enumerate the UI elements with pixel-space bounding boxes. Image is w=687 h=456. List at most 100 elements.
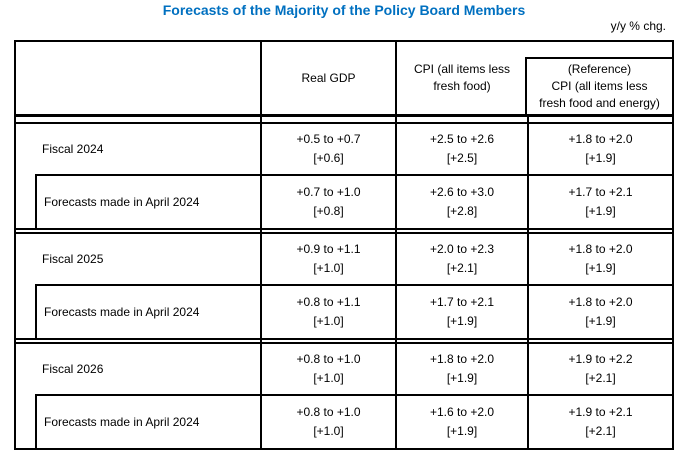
spacer-row (14, 230, 674, 232)
indent-spacer (16, 284, 37, 338)
spacer-cell (260, 117, 395, 122)
spacer-cell (260, 340, 395, 342)
spacer-cell (395, 340, 527, 342)
range-value: +0.8 to +1.0 (296, 405, 361, 419)
median-value: [+1.9] (446, 371, 478, 385)
spacer-cell (16, 340, 260, 342)
range-value: +1.7 to +2.1 (568, 185, 633, 199)
table-row-fiscal-2024: Fiscal 2024 +0.5 to +0.7 [+0.6] +2.5 to … (16, 124, 672, 174)
median-value: [+1.0] (313, 314, 344, 328)
range-value: +0.7 to +1.0 (296, 185, 361, 199)
gdp-forecast-cell: +0.9 to +1.1 [+1.0] (260, 234, 395, 284)
row-label: Fiscal 2026 (42, 362, 104, 376)
range-value: +1.7 to +2.1 (429, 295, 495, 309)
cpi-forecast-cell: +1.6 to +2.0 [+1.9] (395, 394, 527, 448)
spacer-cell (16, 117, 260, 122)
table-row-april-forecast: Forecasts made in April 2024 +0.7 to +1.… (16, 174, 672, 228)
median-value: [+2.8] (446, 204, 478, 218)
spacer-row (14, 340, 674, 342)
median-value: [+2.1] (446, 261, 478, 275)
median-value: [+1.9] (585, 204, 616, 218)
group-fiscal-2026: Fiscal 2026 +0.8 to +1.0 [+1.0] +1.8 to … (14, 342, 674, 450)
range-value: +0.5 to +0.7 (296, 132, 361, 146)
indent-spacer (16, 174, 37, 228)
gdp-forecast-cell: +0.5 to +0.7 [+0.6] (260, 124, 395, 174)
header-reference-box: (Reference) CPI (all items less fresh fo… (525, 57, 672, 114)
row-label: Forecasts made in April 2024 (37, 394, 260, 448)
reference-cpi-forecast-cell: +1.9 to +2.2 [+2.1] (527, 344, 672, 394)
header-cpi-area: CPI (all items less fresh food) (Referen… (395, 42, 672, 114)
median-value: [+2.5] (446, 151, 478, 165)
cpi-forecast-cell: +2.0 to +2.3 [+2.1] (395, 234, 527, 284)
row-label: Forecasts made in April 2024 (37, 284, 260, 338)
range-value: +1.8 to +2.0 (568, 132, 633, 146)
header-real-gdp: Real GDP (260, 42, 395, 114)
median-value: [+1.9] (585, 151, 616, 165)
group-fiscal-2024: Fiscal 2024 +0.5 to +0.7 [+0.6] +2.5 to … (14, 122, 674, 230)
cpi-forecast-cell: +1.8 to +2.0 [+1.9] (395, 344, 527, 394)
gdp-forecast-cell: +0.7 to +1.0 [+0.8] (260, 174, 395, 228)
header-cpi-line2: fresh food) (433, 79, 491, 93)
reference-cpi-forecast-cell: +1.7 to +2.1 [+1.9] (527, 174, 672, 228)
spacer-cell (527, 230, 672, 232)
reference-cpi-forecast-cell: +1.9 to +2.1 [+2.1] (527, 394, 672, 448)
spacer-cell (16, 230, 260, 232)
gdp-forecast-cell: +0.8 to +1.0 [+1.0] (260, 344, 395, 394)
median-value: [+1.9] (446, 314, 478, 328)
range-value: +2.5 to +2.6 (429, 132, 495, 146)
range-value: +0.9 to +1.1 (296, 242, 361, 256)
row-label: Fiscal 2025 (42, 252, 104, 266)
median-value: [+1.9] (585, 261, 616, 275)
reference-cpi-forecast-cell: +1.8 to +2.0 [+1.9] (527, 284, 672, 338)
range-value: +1.8 to +2.0 (568, 295, 633, 309)
header-cpi-fresh-food: CPI (all items less fresh food) (397, 42, 527, 114)
median-value: [+1.0] (313, 424, 344, 438)
range-value: +1.9 to +2.1 (568, 405, 633, 419)
header-ref-line1: (Reference) (567, 62, 632, 76)
spacer-cell (260, 230, 395, 232)
row-label: Forecasts made in April 2024 (37, 174, 260, 228)
spacer-cell (395, 117, 527, 122)
median-value: [+1.0] (313, 371, 344, 385)
median-value: [+1.0] (313, 261, 344, 275)
range-value: +2.6 to +3.0 (429, 185, 495, 199)
spacer-cell (527, 340, 672, 342)
indent-spacer (16, 394, 37, 448)
spacer-row (14, 117, 674, 122)
header-blank-cell (16, 42, 260, 114)
median-value: [+2.1] (585, 424, 616, 438)
range-value: +1.8 to +2.0 (429, 352, 495, 366)
cpi-forecast-cell: +1.7 to +2.1 [+1.9] (395, 284, 527, 338)
median-value: [+1.9] (446, 424, 478, 438)
cpi-forecast-cell: +2.6 to +3.0 [+2.8] (395, 174, 527, 228)
row-label: Fiscal 2024 (42, 142, 104, 156)
header-ref-line3: fresh food and energy) (539, 96, 660, 110)
header-cpi-line1: CPI (all items less (413, 62, 511, 76)
range-value: +0.8 to +1.1 (296, 295, 361, 309)
table-row-fiscal-2026: Fiscal 2026 +0.8 to +1.0 [+1.0] +1.8 to … (16, 344, 672, 394)
header-ref-line2: CPI (all items less (551, 79, 648, 93)
reference-cpi-forecast-cell: +1.8 to +2.0 [+1.9] (527, 234, 672, 284)
range-value: +1.6 to +2.0 (429, 405, 495, 419)
gdp-forecast-cell: +0.8 to +1.0 [+1.0] (260, 394, 395, 448)
header-row: Real GDP CPI (all items less fresh food)… (14, 40, 674, 117)
range-value: +1.9 to +2.2 (568, 352, 633, 366)
range-value: +1.8 to +2.0 (568, 242, 633, 256)
reference-cpi-forecast-cell: +1.8 to +2.0 [+1.9] (527, 124, 672, 174)
cpi-forecast-cell: +2.5 to +2.6 [+2.5] (395, 124, 527, 174)
table-row-april-forecast: Forecasts made in April 2024 +0.8 to +1.… (16, 394, 672, 448)
unit-note: y/y % chg. (610, 19, 666, 33)
group-fiscal-2025: Fiscal 2025 +0.9 to +1.1 [+1.0] +2.0 to … (14, 232, 674, 340)
spacer-cell (527, 117, 672, 122)
gdp-forecast-cell: +0.8 to +1.1 [+1.0] (260, 284, 395, 338)
page-title: Forecasts of the Majority of the Policy … (162, 2, 526, 18)
table-row-fiscal-2025: Fiscal 2025 +0.9 to +1.1 [+1.0] +2.0 to … (16, 234, 672, 284)
median-value: [+2.1] (585, 371, 616, 385)
forecast-table: Real GDP CPI (all items less fresh food)… (14, 40, 674, 450)
spacer-cell (395, 230, 527, 232)
median-value: [+1.9] (585, 314, 616, 328)
table-row-april-forecast: Forecasts made in April 2024 +0.8 to +1.… (16, 284, 672, 338)
median-value: [+0.6] (313, 151, 344, 165)
range-value: +2.0 to +2.3 (429, 242, 495, 256)
